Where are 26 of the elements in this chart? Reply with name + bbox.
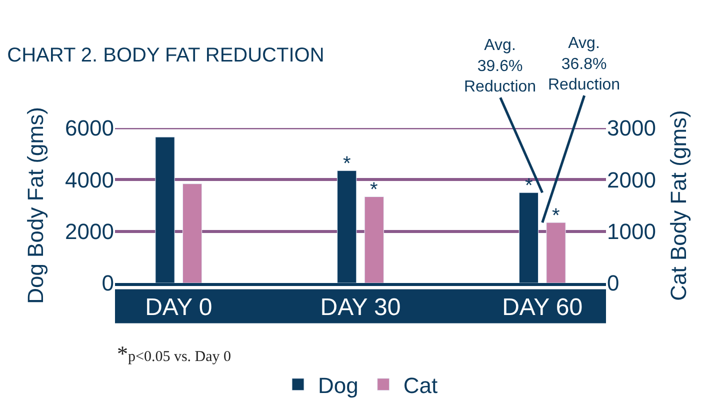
text: *p<0.05 vs. Day 0	[117, 341, 232, 366]
annotation: Avg. 39.6% Reduction	[464, 37, 536, 96]
annotation: *	[370, 179, 378, 201]
y2-tick-label: 1000	[607, 219, 656, 244]
y-tick-label: 4000	[65, 167, 114, 192]
y2-axis-title: Cat Body Fat (gms)	[666, 110, 691, 301]
annotation: *	[525, 175, 533, 197]
y-axis-title: Dog Body Fat (gms)	[22, 107, 48, 304]
y-tick-label: 6000	[65, 116, 114, 141]
bar	[182, 184, 202, 283]
x-tick-label: DAY 60	[502, 294, 583, 321]
y-tick-label: 2000	[65, 219, 114, 244]
x-tick-label: DAY 0	[145, 294, 212, 321]
bar	[364, 196, 384, 283]
legend-label: Dog	[318, 372, 358, 398]
annotation: Avg. 36.8% Reduction	[548, 35, 620, 94]
annotation: *	[343, 153, 351, 175]
y2-tick-label: 3000	[607, 116, 656, 141]
y-tick-label: 0	[102, 270, 114, 296]
x-tick-label: DAY 30	[320, 294, 401, 321]
chart-title: CHART 2. BODY FAT REDUCTION	[7, 44, 324, 66]
y2-tick-label: 2000	[607, 167, 656, 192]
bar	[546, 222, 566, 283]
y2-tick-label: 0	[607, 270, 620, 296]
legend-label: Cat	[403, 372, 438, 398]
annotation: *	[552, 205, 560, 227]
